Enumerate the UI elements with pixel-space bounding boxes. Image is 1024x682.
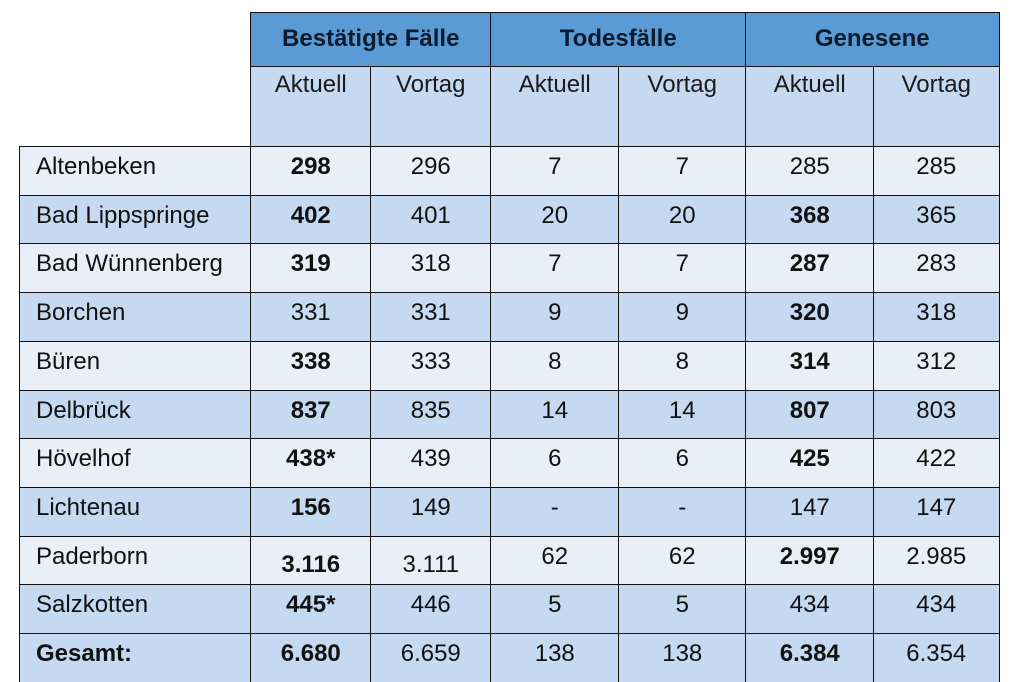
table-cell: 835 (370, 390, 492, 440)
table-cell: 319 (250, 243, 372, 294)
table-cell: 147 (873, 487, 1000, 538)
table-cell: 298 (250, 146, 372, 197)
table-cell: 5 (618, 584, 747, 635)
subheader-vortag: Vortag (873, 66, 1000, 149)
table-cell: 6.659 (370, 633, 492, 682)
table-cell: 333 (370, 341, 492, 392)
municipality-name: Lichtenau (19, 487, 252, 538)
table-cell: 285 (745, 146, 875, 197)
table-cell: 138 (618, 633, 747, 682)
table-cell: 446 (370, 584, 492, 635)
table-cell: 287 (745, 243, 875, 294)
group-header-confirmed: Bestätigte Fälle (250, 12, 492, 69)
table-cell: 7 (618, 146, 747, 197)
municipality-name: Paderborn (19, 536, 252, 586)
table-cell: 331 (250, 292, 372, 343)
municipality-name: Salzkotten (19, 584, 252, 635)
table-cell: 314 (745, 341, 875, 392)
group-header-recovered: Genesene (745, 12, 1000, 69)
table-cell: 331 (370, 292, 492, 343)
table-cell: 320 (745, 292, 875, 343)
municipality-name: Hövelhof (19, 438, 252, 489)
table-cell: 8 (618, 341, 747, 392)
table-cell: 62 (618, 536, 747, 586)
table-cell: 138 (490, 633, 620, 682)
table-cell: 9 (618, 292, 747, 343)
municipality-name: Bad Wünnenberg (19, 243, 252, 294)
table-cell: 438* (250, 438, 372, 489)
table-cell: 2.985 (873, 536, 1000, 586)
table-cell: 296 (370, 146, 492, 197)
municipality-name: Bad Lippspringe (19, 195, 252, 245)
table-cell: 3.116 (250, 536, 372, 586)
table-cell: 6 (490, 438, 620, 489)
table-cell: 3.111 (370, 536, 492, 586)
table-cell: 6.384 (745, 633, 875, 682)
table-cell: 434 (745, 584, 875, 635)
table-cell: 62 (490, 536, 620, 586)
table-cell: 318 (370, 243, 492, 294)
municipality-name: Altenbeken (19, 146, 252, 197)
table-cell: - (618, 487, 747, 538)
table-cell: 312 (873, 341, 1000, 392)
subheader-aktuell: Aktuell (490, 66, 620, 149)
table-cell: 5 (490, 584, 620, 635)
group-header-deaths: Todesfälle (490, 12, 747, 69)
table-cell: 147 (745, 487, 875, 538)
table-cell: 837 (250, 390, 372, 440)
table-cell: 20 (490, 195, 620, 245)
subheader-aktuell: Aktuell (250, 66, 372, 149)
table-cell: 439 (370, 438, 492, 489)
table-cell: 422 (873, 438, 1000, 489)
total-label: Gesamt: (19, 633, 252, 682)
table-cell: 14 (490, 390, 620, 440)
table-cell: 149 (370, 487, 492, 538)
table-cell: 7 (618, 243, 747, 294)
table-cell: 20 (618, 195, 747, 245)
table-cell: 318 (873, 292, 1000, 343)
municipality-name: Delbrück (19, 390, 252, 440)
table-cell: 6.354 (873, 633, 1000, 682)
table-cell: 365 (873, 195, 1000, 245)
table-cell: 425 (745, 438, 875, 489)
subheader-vortag: Vortag (370, 66, 492, 149)
table-cell: 283 (873, 243, 1000, 294)
table-cell: 803 (873, 390, 1000, 440)
table-cell: 7 (490, 243, 620, 294)
table-cell: - (490, 487, 620, 538)
table-cell: 8 (490, 341, 620, 392)
table-cell: 338 (250, 341, 372, 392)
subheader-aktuell: Aktuell (745, 66, 875, 149)
municipality-name: Büren (19, 341, 252, 392)
table-cell: 807 (745, 390, 875, 440)
table-cell: 6 (618, 438, 747, 489)
municipality-name: Borchen (19, 292, 252, 343)
table-cell: 402 (250, 195, 372, 245)
table-cell: 401 (370, 195, 492, 245)
table-cell: 7 (490, 146, 620, 197)
table-cell: 445* (250, 584, 372, 635)
table-cell: 2.997 (745, 536, 875, 586)
table-cell: 285 (873, 146, 1000, 197)
table-cell: 156 (250, 487, 372, 538)
table-cell: 6.680 (250, 633, 372, 682)
subheader-vortag: Vortag (618, 66, 747, 149)
table-cell: 14 (618, 390, 747, 440)
table-cell: 368 (745, 195, 875, 245)
table-cell: 9 (490, 292, 620, 343)
table-cell: 434 (873, 584, 1000, 635)
